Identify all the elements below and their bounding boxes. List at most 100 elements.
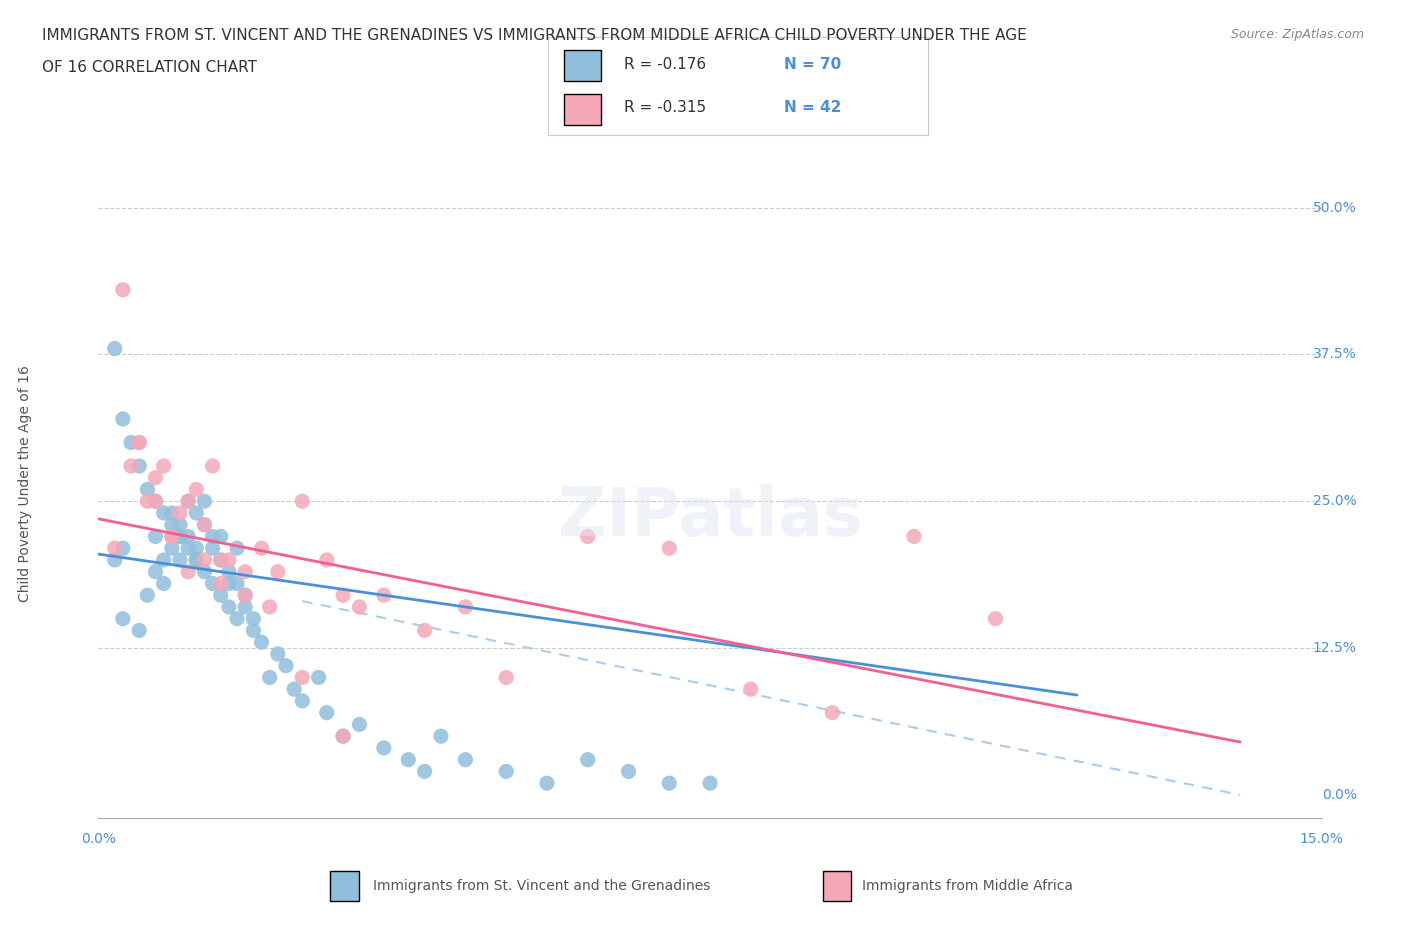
Text: 15.0%: 15.0% xyxy=(1299,832,1344,846)
Point xyxy=(160,529,183,544)
Point xyxy=(740,682,762,697)
FancyBboxPatch shape xyxy=(564,94,602,126)
Point xyxy=(169,506,191,521)
Point xyxy=(984,611,1007,626)
Point xyxy=(145,471,167,485)
Point xyxy=(218,600,240,615)
Point xyxy=(186,552,208,567)
Point xyxy=(209,552,232,567)
Point xyxy=(186,552,208,567)
Point xyxy=(242,611,264,626)
Point xyxy=(226,540,249,555)
Point xyxy=(658,540,681,555)
Point xyxy=(209,529,232,544)
Text: Child Poverty Under the Age of 16: Child Poverty Under the Age of 16 xyxy=(18,365,32,602)
Text: 0.0%: 0.0% xyxy=(82,832,115,846)
Point xyxy=(145,494,167,509)
Point xyxy=(576,529,599,544)
Text: R = -0.315: R = -0.315 xyxy=(624,100,706,115)
Point xyxy=(658,776,681,790)
Text: R = -0.176: R = -0.176 xyxy=(624,57,706,72)
Point xyxy=(617,764,640,778)
Point xyxy=(120,435,142,450)
Point xyxy=(226,611,249,626)
Point xyxy=(495,764,517,778)
Point xyxy=(332,729,354,744)
Point xyxy=(128,435,150,450)
FancyBboxPatch shape xyxy=(330,871,359,900)
Point xyxy=(169,517,191,532)
Point xyxy=(160,540,183,555)
Point xyxy=(373,740,395,755)
Point xyxy=(177,529,200,544)
Point xyxy=(104,540,127,555)
Point xyxy=(169,529,191,544)
Point xyxy=(209,588,232,603)
Point xyxy=(242,623,264,638)
Point xyxy=(233,600,256,615)
Point xyxy=(349,600,371,615)
Point xyxy=(274,658,297,673)
Point xyxy=(267,646,290,661)
Point xyxy=(104,341,127,356)
Point xyxy=(145,565,167,579)
Point xyxy=(193,552,215,567)
Text: ZIPatlas: ZIPatlas xyxy=(558,485,862,550)
Point xyxy=(145,494,167,509)
Point xyxy=(349,717,371,732)
Text: N = 42: N = 42 xyxy=(783,100,841,115)
Point xyxy=(250,540,273,555)
Point xyxy=(396,752,419,767)
Point xyxy=(536,776,558,790)
Point xyxy=(291,494,314,509)
Point xyxy=(218,565,240,579)
Point xyxy=(177,494,200,509)
Text: N = 70: N = 70 xyxy=(783,57,841,72)
Point xyxy=(291,694,314,709)
FancyBboxPatch shape xyxy=(564,50,602,81)
Point xyxy=(177,540,200,555)
Point xyxy=(201,458,224,473)
Point xyxy=(152,576,174,591)
Text: IMMIGRANTS FROM ST. VINCENT AND THE GRENADINES VS IMMIGRANTS FROM MIDDLE AFRICA : IMMIGRANTS FROM ST. VINCENT AND THE GREN… xyxy=(42,28,1026,43)
Point xyxy=(250,635,273,650)
Point xyxy=(259,670,281,684)
Point xyxy=(128,458,150,473)
Text: 37.5%: 37.5% xyxy=(1313,348,1357,362)
Point xyxy=(209,576,232,591)
Point xyxy=(332,588,354,603)
Point xyxy=(193,494,215,509)
Text: Immigrants from Middle Africa: Immigrants from Middle Africa xyxy=(862,880,1073,894)
Point xyxy=(145,529,167,544)
Point xyxy=(209,552,232,567)
Text: 0.0%: 0.0% xyxy=(1322,788,1357,802)
Point xyxy=(233,588,256,603)
Point xyxy=(193,565,215,579)
Point xyxy=(152,458,174,473)
Point xyxy=(430,729,453,744)
Point xyxy=(169,552,191,567)
Point xyxy=(186,540,208,555)
Point xyxy=(152,552,174,567)
Point xyxy=(454,600,477,615)
Point xyxy=(226,576,249,591)
Point xyxy=(104,552,127,567)
Point xyxy=(576,752,599,767)
Point xyxy=(177,565,200,579)
Point xyxy=(413,623,436,638)
Point xyxy=(233,588,256,603)
Point xyxy=(186,482,208,497)
Point xyxy=(821,705,844,720)
Text: Source: ZipAtlas.com: Source: ZipAtlas.com xyxy=(1230,28,1364,41)
Point xyxy=(218,576,240,591)
Point xyxy=(495,670,517,684)
Point xyxy=(233,565,256,579)
Point xyxy=(186,506,208,521)
Point xyxy=(111,412,134,427)
Text: 50.0%: 50.0% xyxy=(1313,201,1357,215)
Point xyxy=(267,565,290,579)
Text: 12.5%: 12.5% xyxy=(1313,641,1357,655)
Point xyxy=(111,283,134,298)
Point xyxy=(160,506,183,521)
Point xyxy=(699,776,721,790)
